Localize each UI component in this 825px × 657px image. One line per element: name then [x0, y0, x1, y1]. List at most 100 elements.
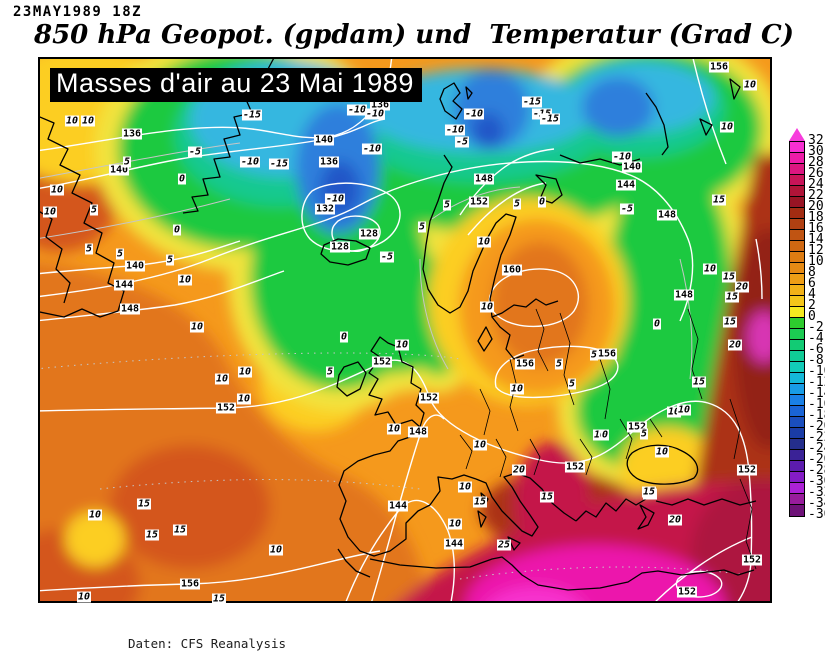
temperature-label: 10 — [476, 236, 492, 248]
temperature-label: -15 — [521, 96, 543, 108]
colorbar-value: 28 — [808, 155, 824, 171]
geopotential-label: 160 — [501, 264, 523, 276]
geopotential-label: 152 — [741, 554, 763, 566]
colorbar-segment — [790, 153, 804, 164]
colorbar-value: 6 — [808, 276, 816, 292]
colorbar-value: 30 — [808, 144, 824, 160]
colorbar-segment — [790, 241, 804, 252]
temperature-label: 10 — [42, 206, 58, 218]
colorbar-value: -20 — [808, 419, 825, 435]
colorbar-segment — [790, 142, 804, 153]
run-datetime: 23MAY1989 18Z — [13, 4, 143, 20]
temperature-label: 15 — [711, 194, 727, 206]
temperature-label: 10 — [472, 439, 488, 451]
temperature-label: -10 — [444, 124, 466, 136]
temperature-label: -10 — [346, 104, 368, 116]
temperature-label: 10 — [76, 591, 92, 603]
colorbar-segment — [790, 406, 804, 417]
temperature-label: -10 — [239, 156, 261, 168]
colorbar-value: 26 — [808, 166, 824, 182]
temperature-label: 15 — [172, 524, 188, 536]
geopotential-label: 144 — [387, 500, 409, 512]
temperature-label: 15 — [136, 498, 152, 510]
colorbar-segment — [790, 472, 804, 483]
colorbar-segment — [790, 351, 804, 362]
colorbar-value: -26 — [808, 452, 825, 468]
temperature-label: 10 — [702, 263, 718, 275]
temperature-label: 0 — [537, 196, 547, 208]
geopotential-label: 136 — [121, 128, 143, 140]
colorbar-value: 16 — [808, 221, 824, 237]
colorbar-segment — [790, 208, 804, 219]
temperature-label: 10 — [386, 423, 402, 435]
page-title: 850 hPa Geopot. (gpdam) und Temperatur (… — [34, 20, 794, 50]
geopotential-label: 140 — [313, 134, 335, 146]
weather-map: 1361401401441361361401361321281281361481… — [38, 57, 772, 605]
geopotential-label: 152 — [626, 421, 648, 433]
colorbar-segment — [790, 417, 804, 428]
colorbar-value: -34 — [808, 496, 825, 512]
temperature-label: 10 — [394, 339, 410, 351]
temperature-label: 10 — [719, 121, 735, 133]
temperature-label: -10 — [361, 143, 383, 155]
colorbar-segment — [790, 428, 804, 439]
colorbar-segment — [790, 230, 804, 241]
temperature-label: 5 — [165, 254, 175, 266]
temperature-label: 0 — [600, 429, 610, 441]
colorbar-value: 18 — [808, 210, 824, 226]
temperature-label: 10 — [654, 446, 670, 458]
colorbar-value: -2 — [808, 320, 824, 336]
colorbar-value: 2 — [808, 298, 816, 314]
geopotential-label: 148 — [673, 289, 695, 301]
attribution-data-source: Daten: CFS Reanalysis — [128, 636, 287, 651]
geopotential-label: 156 — [708, 61, 730, 73]
temperature-label: 20 — [734, 281, 750, 293]
colorbar-segment — [790, 285, 804, 296]
colorbar-value: 22 — [808, 188, 824, 204]
geopotential-label: 156 — [179, 578, 201, 590]
colorbar-segment — [790, 384, 804, 395]
colorbar-value: -14 — [808, 386, 825, 402]
geopotential-label: 144 — [443, 538, 465, 550]
colorbar-scale: 32302826242220181614121086420-2-4-6-8-10… — [808, 133, 825, 523]
temperature-label: 0 — [177, 173, 187, 185]
geopotential-label: 148 — [119, 303, 141, 315]
temperature-label: -15 — [539, 113, 561, 125]
temperature-label: 20 — [667, 514, 683, 526]
colorbar-segment — [790, 505, 804, 516]
geopotential-label: 152 — [564, 461, 586, 473]
temperature-label: 5 — [639, 428, 649, 440]
temperature-label: -5 — [619, 203, 635, 215]
temperature-label: 15 — [724, 291, 740, 303]
temperature-label: 5 — [589, 349, 599, 361]
temperature-label: 15 — [144, 529, 160, 541]
geopotential-label: 140 — [621, 161, 643, 173]
colorbar-value: -32 — [808, 485, 825, 501]
colorbar-value: -28 — [808, 463, 825, 479]
geopotential-label: 148 — [656, 209, 678, 221]
colorbar-segment — [790, 197, 804, 208]
colorbar-segment — [790, 450, 804, 461]
geopotential-label: 140 — [124, 260, 146, 272]
temperature-label: -15 — [268, 158, 290, 170]
temperature-label: 0 — [172, 224, 182, 236]
temperature-label: 25 — [496, 539, 512, 551]
geopotential-label: 152 — [468, 196, 490, 208]
geopotential-label: 152 — [215, 402, 237, 414]
temperature-label: -5 — [379, 251, 395, 263]
geopotential-label: 152 — [418, 392, 440, 404]
colorbar-value: 32 — [808, 133, 824, 149]
colorbar-segments — [789, 141, 805, 517]
temperature-label: 10 — [49, 184, 65, 196]
colorbar-value: -36 — [808, 507, 825, 523]
temperature-label: 15 — [211, 593, 227, 605]
temperature-label: 10 — [457, 481, 473, 493]
colorbar-segment — [790, 483, 804, 494]
temperature-label: 5 — [325, 366, 335, 378]
temperature-label: 10 — [214, 373, 230, 385]
temperature-label: 5 — [115, 248, 125, 260]
colorbar-value: -4 — [808, 331, 824, 347]
temperature-label: 5 — [554, 358, 564, 370]
colorbar-segment — [790, 461, 804, 472]
